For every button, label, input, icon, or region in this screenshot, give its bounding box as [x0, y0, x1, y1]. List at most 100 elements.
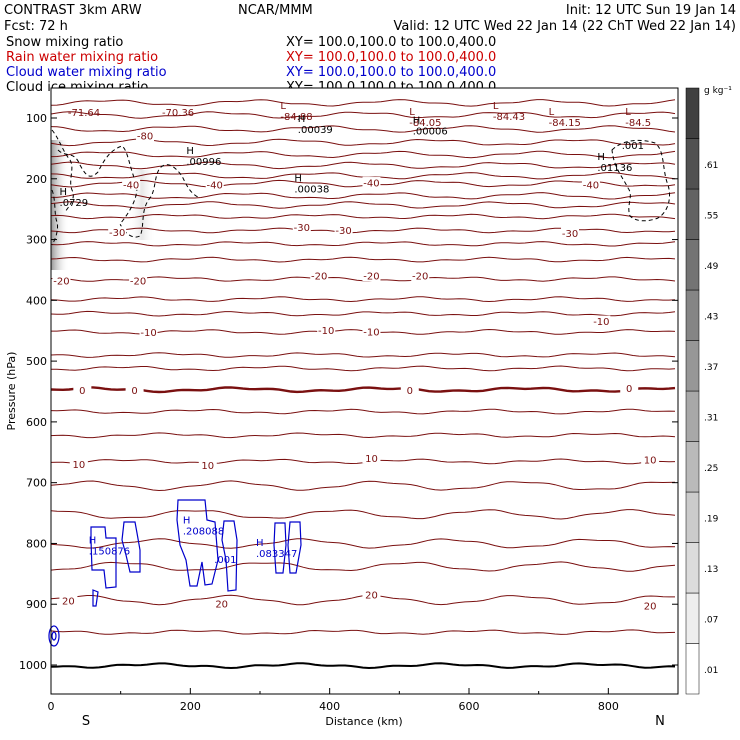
- temperature-contour: [50, 408, 676, 415]
- extremum-mark: L: [280, 101, 286, 112]
- colorbar-segment: [685, 188, 700, 240]
- model-title: CONTRAST 3km ARW: [4, 3, 142, 18]
- temperature-contour: [50, 561, 676, 572]
- extremum-value: -70.36: [162, 108, 194, 119]
- extremum-mark: L: [549, 107, 555, 118]
- contour-label-bg: [59, 595, 78, 607]
- contour-label: -40: [207, 180, 223, 191]
- colorbar-segment: [685, 643, 700, 695]
- y-tick-label: 100: [26, 112, 47, 125]
- contour-label-bg: [122, 178, 141, 190]
- temperature-contour: [50, 538, 676, 549]
- contour-label: 10: [72, 460, 85, 471]
- y-tick-label: 700: [26, 477, 47, 490]
- extremum-value: .208088: [183, 526, 224, 537]
- temperature-contour: [50, 509, 676, 520]
- contour-label-bg: [592, 315, 611, 327]
- extremum-value: -84.43: [493, 112, 525, 123]
- extremum-mark: H: [89, 535, 97, 546]
- extrema-labels: -71.64 -70.36L-84.88 L-84.05L-84.43 L-84.15…: [60, 101, 652, 566]
- cloud-water-contour: [90, 526, 117, 589]
- extremum-mark: L: [493, 101, 499, 112]
- contour-label: 0: [131, 386, 137, 397]
- contour-label: 20: [62, 597, 75, 608]
- contour-label: 10: [644, 456, 657, 467]
- center-title: NCAR/MMM: [238, 3, 313, 18]
- init-time: Init: 12 UTC Sun 19 Jan 14: [566, 3, 736, 18]
- ice-contour: [51, 129, 201, 238]
- extremum-value: .0729: [60, 198, 89, 209]
- y-tick-label: 600: [26, 416, 47, 429]
- y-tick-label: 200: [26, 173, 47, 186]
- x-axis: 0 200 400 600 800: [48, 688, 619, 713]
- colorbar-label: .43: [704, 312, 718, 322]
- contour-label: -40: [123, 180, 139, 191]
- contour-label: 10: [365, 454, 378, 465]
- colorbar-unit: g kg⁻¹: [704, 86, 732, 96]
- extremum-value: .001: [622, 141, 644, 152]
- contour-label: 0: [407, 386, 413, 397]
- field-xy: XY= 100.0,100.0 to 100.0,400.0: [286, 35, 496, 50]
- contour-label-bg: [620, 382, 639, 394]
- extremum-value: .00039: [298, 125, 333, 136]
- temperature-contour: [50, 365, 676, 372]
- y-axis-label: Pressure (hPa): [5, 352, 18, 431]
- ice-contour: [611, 139, 671, 222]
- contour-label-bg: [69, 458, 88, 470]
- field-xy: XY= 100.0,100.0 to 100.0,400.0: [286, 50, 496, 65]
- extremum-mark: H: [186, 146, 194, 157]
- colorbar-segment: [685, 542, 700, 594]
- valid-time: Valid: 12 UTC Wed 22 Jan 14 (22 ChT Wed …: [394, 19, 736, 34]
- cloud-water-contour: [273, 522, 287, 574]
- contour-label: -20: [53, 276, 69, 287]
- field-xy: XY= 100.0,100.0 to 100.0,400.0: [286, 65, 496, 80]
- extremum-mark: H: [413, 115, 421, 126]
- contour-label-bg: [362, 177, 381, 189]
- colorbar-label: .13: [704, 565, 718, 575]
- extremum-value: .001: [214, 555, 236, 566]
- contour-label: -20: [130, 276, 146, 287]
- contour-label: -30: [335, 226, 351, 237]
- plot-frame: [50, 87, 679, 695]
- contour-label-bg: [108, 226, 127, 238]
- extremum-value: .083347: [256, 549, 297, 560]
- contour-label: -20: [412, 272, 428, 283]
- temperature-contour: [50, 256, 676, 263]
- extremum-mark: H: [294, 174, 302, 185]
- temperature-contour: [50, 352, 676, 358]
- contour-label-bg: [317, 324, 336, 336]
- y-tick-label: 300: [26, 234, 47, 247]
- colorbar: .01 .07 .13 .19 .25 .31 .37 .43 .49 .55 .61: [685, 87, 719, 695]
- extremum-value: -84.5: [625, 118, 651, 129]
- extremum-mark: L: [409, 107, 415, 118]
- temperature-contour: [50, 662, 676, 670]
- contour-label-bg: [400, 384, 419, 396]
- y-tick-label: 500: [26, 355, 47, 368]
- colorbar-label: .31: [704, 413, 718, 423]
- contour-label: -10: [318, 326, 334, 337]
- contour-label-bg: [292, 221, 311, 233]
- temperature-contour: [50, 386, 676, 394]
- temperature-contour: [50, 629, 676, 635]
- cloud-water-contour: [221, 520, 238, 592]
- temperature-contour: [50, 125, 676, 133]
- colorbar-segment: [685, 592, 700, 644]
- extremum-value: -84.05: [409, 118, 441, 129]
- extremum-value: .00006: [413, 126, 448, 137]
- extremum-mark: H: [183, 515, 191, 526]
- cloud-water-contour: [176, 499, 219, 587]
- contour-label-bg: [362, 589, 381, 601]
- contour-label-bg: [581, 178, 600, 190]
- cloud-water-contour: [92, 589, 99, 607]
- extremum-value: -84.15: [549, 118, 581, 129]
- cloud-water-contour: [287, 521, 302, 574]
- colorbar-segment: [685, 441, 700, 493]
- colorbar-segment: [685, 138, 700, 190]
- contour-label-bg: [212, 598, 231, 610]
- south-label: S: [82, 714, 90, 729]
- extremum-value: -71.64: [68, 108, 100, 119]
- extremum-mark: H: [256, 538, 264, 549]
- extremum-mark: H: [60, 187, 68, 198]
